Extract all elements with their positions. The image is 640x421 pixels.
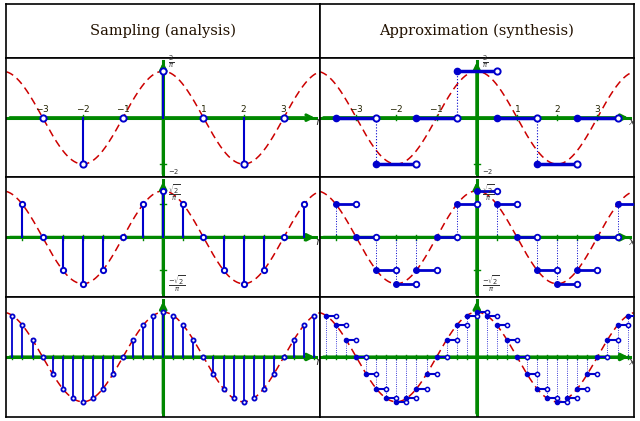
Text: n: n [316,357,323,367]
Text: $\frac{2}{\pi}$: $\frac{2}{\pi}$ [482,53,488,70]
Text: $2$: $2$ [554,103,561,114]
Text: $\frac{\sqrt{2}}{\pi}$: $\frac{\sqrt{2}}{\pi}$ [168,183,180,203]
Text: $\frac{2}{\pi}$: $\frac{2}{\pi}$ [168,53,174,70]
Text: $\frac{-2}{\pi}$: $\frac{-2}{\pi}$ [482,167,493,184]
Text: $-3$: $-3$ [349,103,364,114]
Text: Approximation (synthesis): Approximation (synthesis) [380,24,574,38]
Text: $-3$: $-3$ [35,103,50,114]
Text: $3$: $3$ [594,103,601,114]
Text: x: x [629,357,635,367]
Text: $-1$: $-1$ [116,103,130,114]
Text: $\frac{\sqrt{2}}{\pi}$: $\frac{\sqrt{2}}{\pi}$ [482,183,494,203]
Text: x: x [629,117,635,128]
Text: $2$: $2$ [240,103,247,114]
Text: $\frac{-2}{\pi}$: $\frac{-2}{\pi}$ [168,167,180,184]
Text: x: x [629,237,635,247]
Text: $3$: $3$ [280,103,287,114]
Text: $\frac{-\sqrt{2}}{\pi}$: $\frac{-\sqrt{2}}{\pi}$ [482,274,500,294]
Text: $-2$: $-2$ [389,103,404,114]
Text: $1$: $1$ [513,103,520,114]
Text: $-2$: $-2$ [76,103,90,114]
Text: n: n [316,237,323,247]
Text: $-1$: $-1$ [429,103,444,114]
Text: $1$: $1$ [200,103,207,114]
Text: n: n [316,117,323,128]
Text: Sampling (analysis): Sampling (analysis) [90,24,236,38]
Text: $\frac{-\sqrt{2}}{\pi}$: $\frac{-\sqrt{2}}{\pi}$ [168,274,186,294]
